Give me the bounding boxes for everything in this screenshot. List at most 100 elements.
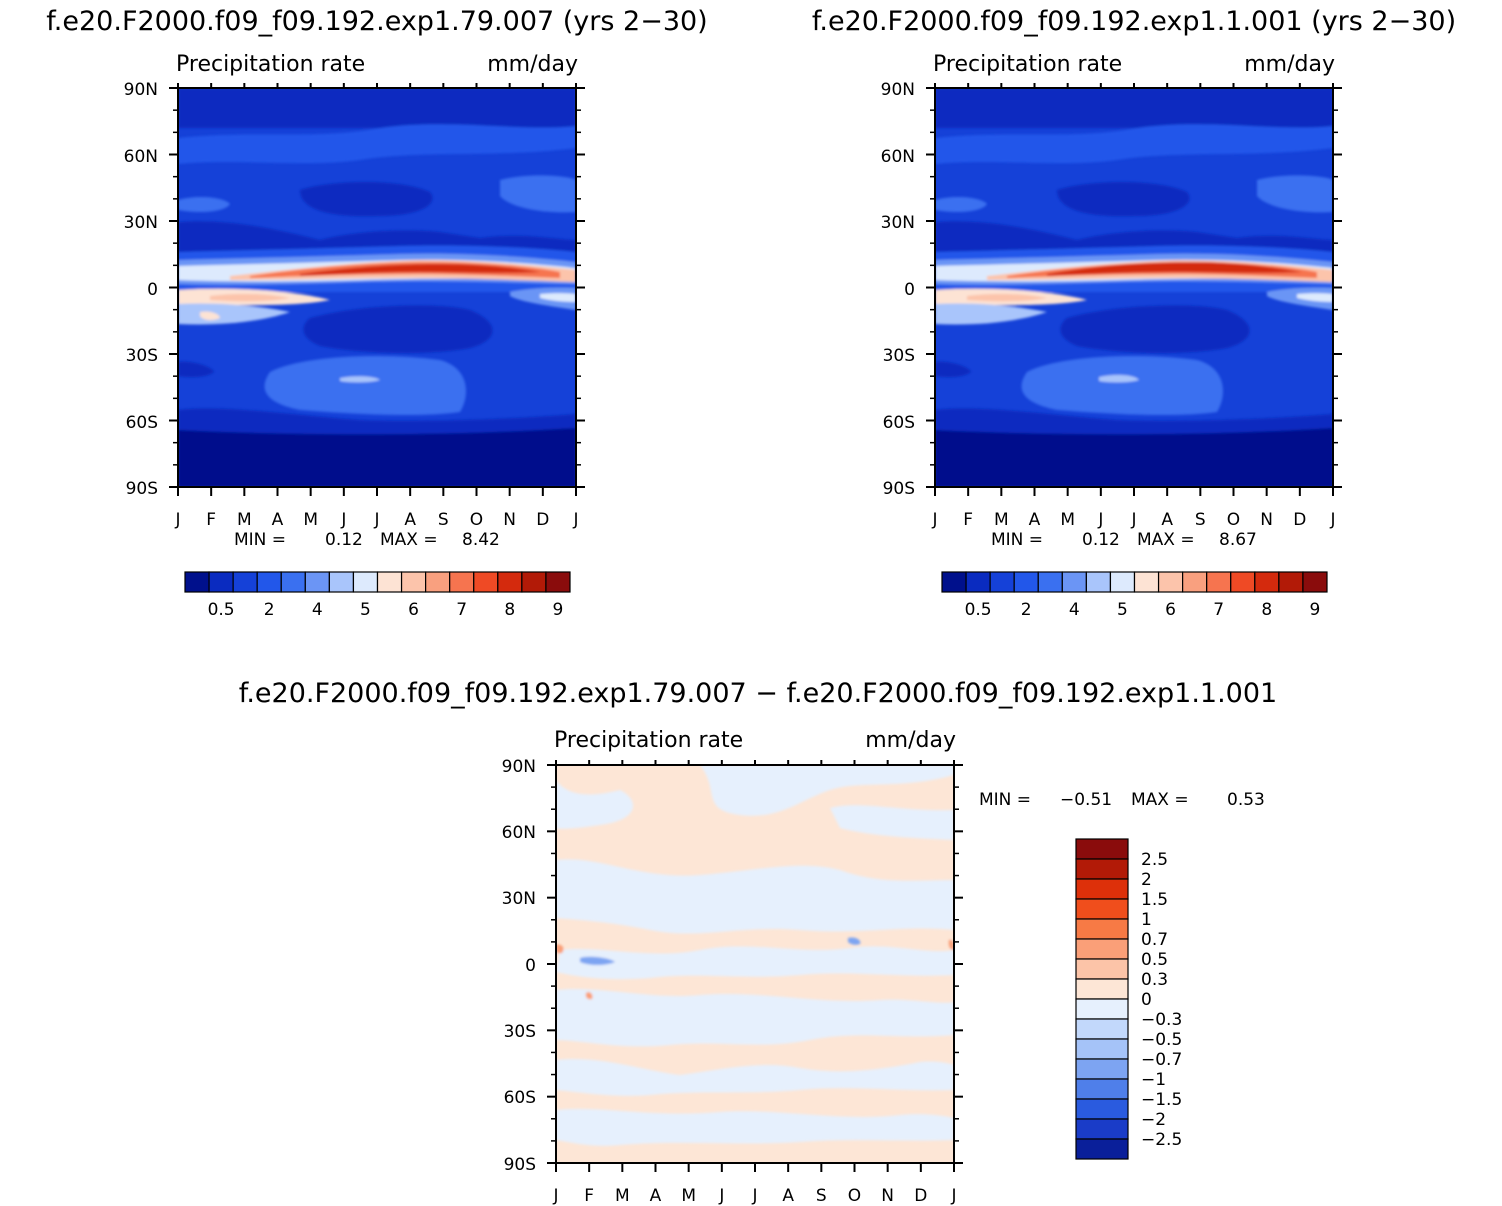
x-tick-label: J [373, 510, 379, 530]
panel-difference: f.e20.F2000.f09_f09.192.exp1.79.007 − f.… [239, 678, 1277, 1206]
x-tick-label: A [1029, 510, 1041, 530]
x-tick-label: A [404, 510, 416, 530]
y-tick-label: 0 [904, 280, 915, 300]
colorbar-label: 8 [504, 600, 515, 620]
y-tick-label: 30S [883, 346, 915, 366]
x-tick-label: M [237, 510, 252, 530]
colorbar-swatch [1076, 859, 1128, 879]
max-value: 8.42 [462, 530, 500, 550]
stats-line: MIN = 0.12 MAX = 8.67 [991, 530, 1257, 550]
x-tick-label: M [303, 510, 318, 530]
x-tick-label: A [272, 510, 284, 530]
colorbar-swatch [1076, 1039, 1128, 1059]
panel-model-1: f.e20.F2000.f09_f09.192.exp1.1.001 (yrs … [812, 6, 1456, 620]
colorbar-swatch [1076, 939, 1128, 959]
colorbar-swatch [1303, 572, 1327, 592]
y-axis: 90N 60N 30N 0 30S 60S 90S [124, 80, 158, 499]
x-tick-label: D [536, 510, 549, 530]
min-label: MIN = [991, 530, 1043, 550]
panel-title: f.e20.F2000.f09_f09.192.exp1.79.007 − f.… [239, 678, 1277, 709]
colorbar-swatch [426, 572, 450, 592]
x-tick-label: M [615, 1186, 630, 1206]
panel-title: f.e20.F2000.f09_f09.192.exp1.1.001 (yrs … [812, 6, 1456, 37]
x-tick-label: J [1130, 510, 1136, 530]
colorbar-label: 5 [360, 600, 371, 620]
colorbar-label: 7 [1213, 600, 1224, 620]
colorbar-swatch [378, 572, 402, 592]
panel-title: f.e20.F2000.f09_f09.192.exp1.79.007 (yrs… [46, 6, 707, 37]
colorbar-swatch [1183, 572, 1207, 592]
x-tick-label: J [1329, 510, 1335, 530]
y-tick-label: 60S [504, 1088, 536, 1108]
x-tick-label: N [881, 1186, 894, 1206]
colorbar-label: 2 [1021, 600, 1032, 620]
colorbar-swatch [1255, 572, 1279, 592]
variable-label: Precipitation rate [933, 52, 1122, 77]
colorbar-label: −1 [1141, 1070, 1166, 1090]
y-tick-label: 90N [502, 757, 536, 777]
x-tick-label: A [1161, 510, 1173, 530]
colorbar-label: 0.3 [1141, 970, 1168, 990]
colorbar-label: 7 [456, 600, 467, 620]
x-tick-label: N [503, 510, 516, 530]
colorbar-label: 8 [1261, 600, 1272, 620]
colorbar-label: −0.3 [1141, 1010, 1182, 1030]
x-tick-label: M [681, 1186, 696, 1206]
colorbar-swatch [1076, 879, 1128, 899]
colorbar-swatch [1076, 999, 1128, 1019]
colorbar-swatch [1076, 839, 1128, 859]
x-tick-label: F [206, 510, 216, 530]
colorbar-swatch [1076, 1139, 1128, 1159]
colorbar-label: 9 [1310, 600, 1321, 620]
units-label: mm/day [865, 728, 956, 753]
y-tick-label: 30N [881, 213, 915, 233]
max-label: MAX = [380, 530, 438, 550]
colorbar-label: 1.5 [1141, 890, 1168, 910]
colorbar-label: 0.5 [965, 600, 992, 620]
x-tick-label: A [782, 1186, 794, 1206]
y-tick-label: 60N [124, 147, 158, 167]
x-tick-label: M [994, 510, 1009, 530]
x-tick-label: D [1293, 510, 1306, 530]
colorbar-swatch [353, 572, 377, 592]
stats-line: MIN = −0.51 MAX = 0.53 [979, 790, 1265, 810]
precip-field [935, 88, 1333, 487]
colorbar-swatch [1207, 572, 1231, 592]
colorbar-swatch [1076, 1079, 1128, 1099]
y-tick-label: 30S [126, 346, 158, 366]
y-tick-label: 30N [502, 889, 536, 909]
max-value: 8.67 [1219, 530, 1257, 550]
x-tick-label: S [438, 510, 449, 530]
contour-fill [935, 88, 1333, 487]
colorbar-swatch [942, 572, 966, 592]
x-tick-label: J [950, 1186, 956, 1206]
y-tick-label: 60N [881, 147, 915, 167]
y-tick-label: 90S [126, 479, 158, 499]
colorbar-label: 0 [1141, 990, 1152, 1010]
colorbar-swatch [1038, 572, 1062, 592]
colorbar-swatch [1076, 1019, 1128, 1039]
y-tick-label: 60N [502, 823, 536, 843]
x-tick-label: J [718, 1186, 724, 1206]
colorbar-swatch [1231, 572, 1255, 592]
max-value: 0.53 [1227, 790, 1265, 810]
x-tick-label: M [1060, 510, 1075, 530]
colorbar-label: 1 [1141, 910, 1152, 930]
min-label: MIN = [979, 790, 1031, 810]
contour-fill [178, 88, 576, 487]
precip-field [178, 88, 576, 487]
colorbar-label: 6 [1165, 600, 1176, 620]
y-tick-label: 0 [147, 280, 158, 300]
x-tick-label: O [1227, 510, 1240, 530]
colorbar-swatch [1076, 959, 1128, 979]
y-tick-label: 90N [124, 80, 158, 100]
max-label: MAX = [1131, 790, 1189, 810]
variable-label: Precipitation rate [176, 52, 365, 77]
y-tick-label: 60S [883, 413, 915, 433]
colorbar-swatch [498, 572, 522, 592]
y-tick-label: 0 [525, 956, 536, 976]
colorbar-label: −1.5 [1141, 1090, 1182, 1110]
colorbar-swatch [1279, 572, 1303, 592]
colorbar-label: 9 [553, 600, 564, 620]
min-value: −0.51 [1060, 790, 1112, 810]
